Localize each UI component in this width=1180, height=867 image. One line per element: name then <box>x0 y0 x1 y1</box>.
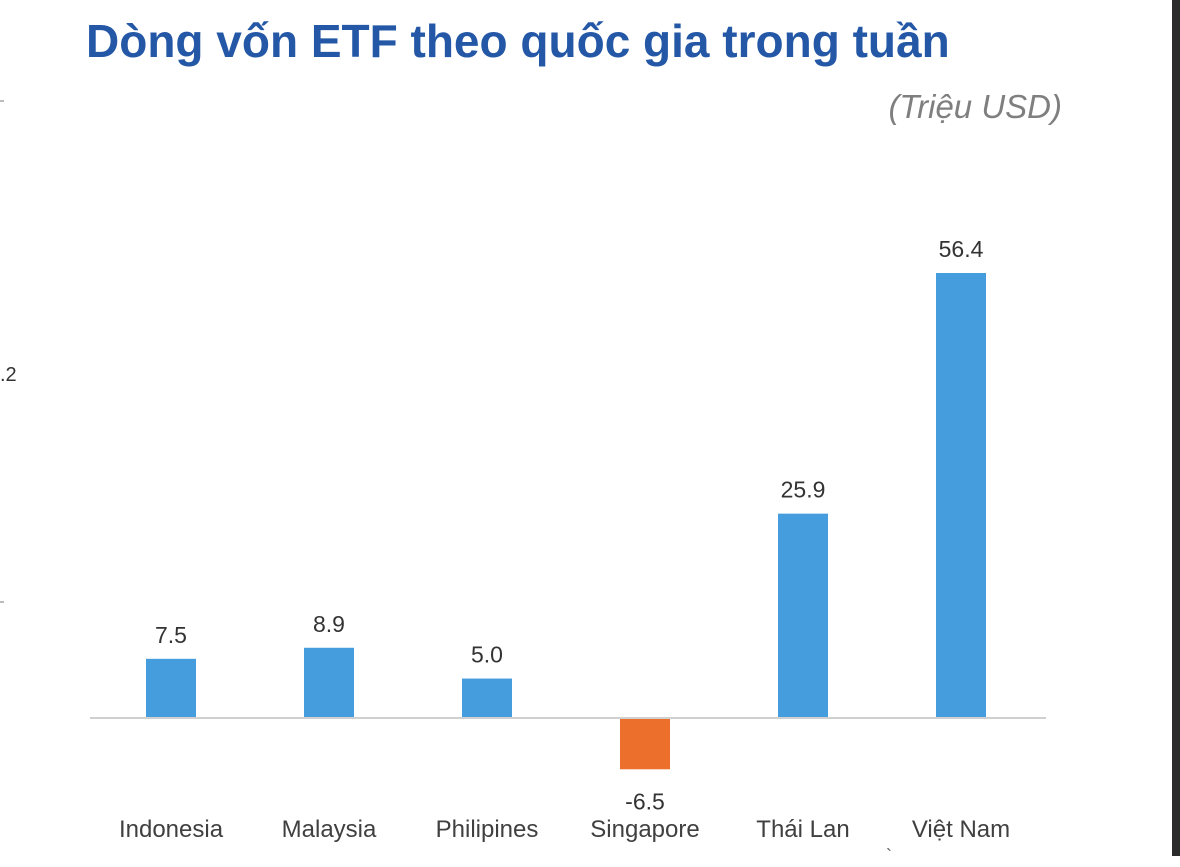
edge-tick-mark <box>0 100 4 102</box>
partial-axis-label: .2 <box>0 364 17 386</box>
unit-label: (Triệu USD) <box>888 88 1062 125</box>
category-label: Indonesia <box>119 816 224 843</box>
category-label: Việt Nam <box>912 816 1010 843</box>
category-label: Singapore <box>590 816 699 843</box>
bar <box>462 678 512 718</box>
bar <box>778 513 828 718</box>
data-label: -6.5 <box>625 788 665 814</box>
data-label: 56.4 <box>939 236 984 262</box>
data-label: 7.5 <box>155 622 187 648</box>
window-edge <box>1172 0 1180 856</box>
data-label: 25.9 <box>781 477 826 503</box>
chart-title: Dòng vốn ETF theo quốc gia trong tuần <box>86 15 950 67</box>
category-label: Malaysia <box>282 816 377 843</box>
category-label: Thái Lan <box>756 816 849 843</box>
category-label: Philipines <box>436 816 539 843</box>
bar <box>304 647 354 718</box>
bar <box>620 718 670 770</box>
edge-tick-mark <box>0 601 4 603</box>
data-label: 5.0 <box>471 642 503 668</box>
bar <box>936 273 986 718</box>
data-label: 8.9 <box>313 611 345 637</box>
bar <box>146 658 196 718</box>
